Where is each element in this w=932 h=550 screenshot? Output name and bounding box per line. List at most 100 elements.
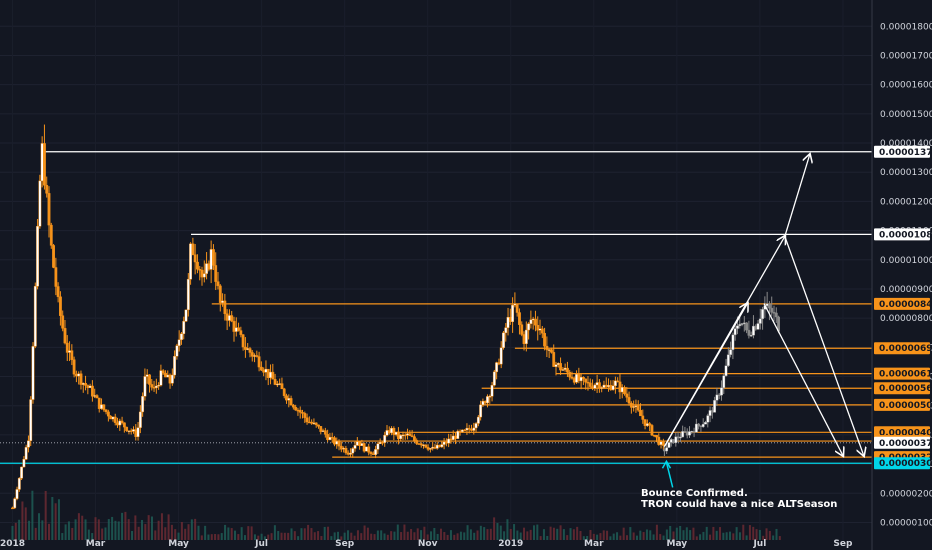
price-candle bbox=[406, 433, 409, 436]
volume-bar bbox=[313, 532, 316, 540]
price-candle bbox=[248, 348, 252, 353]
volume-bar bbox=[114, 520, 117, 540]
volume-bar bbox=[380, 530, 383, 540]
price-candle bbox=[275, 383, 279, 386]
volume-bar bbox=[147, 515, 150, 540]
price-candle bbox=[376, 443, 380, 450]
volume-bar bbox=[652, 534, 655, 540]
price-candle bbox=[657, 436, 661, 445]
price-candle bbox=[221, 300, 224, 303]
volume-bar bbox=[649, 530, 652, 540]
price-candle bbox=[232, 320, 236, 332]
price-candle bbox=[502, 332, 505, 348]
annotation-line-1: Bounce Confirmed. bbox=[641, 488, 748, 499]
time-tick-label: Sep bbox=[833, 539, 853, 549]
price-candle bbox=[422, 444, 425, 446]
price-tick-label: 0.00001500 bbox=[880, 110, 932, 120]
price-candle bbox=[655, 434, 658, 438]
price-candle bbox=[175, 345, 179, 357]
price-candle bbox=[90, 385, 94, 397]
volume-bar bbox=[234, 530, 237, 540]
price-candle bbox=[374, 449, 377, 455]
price-candle bbox=[65, 342, 69, 353]
volume-bar bbox=[430, 531, 433, 540]
volume-bar bbox=[134, 515, 137, 540]
price-tick-label: 0.00001000 bbox=[880, 256, 932, 266]
volume-bar bbox=[250, 526, 253, 540]
volume-bar bbox=[333, 532, 336, 540]
time-tick-label: 2019 bbox=[498, 539, 523, 549]
projection-candle bbox=[724, 365, 728, 376]
volume-bar bbox=[519, 532, 522, 540]
price-candle bbox=[298, 409, 302, 413]
price-candle bbox=[312, 422, 316, 425]
volume-bar bbox=[54, 503, 57, 540]
projection-candle bbox=[692, 431, 696, 433]
volume-bar bbox=[669, 525, 672, 540]
price-candle bbox=[588, 382, 592, 387]
level-tag-box bbox=[874, 398, 930, 411]
volume-bar bbox=[287, 532, 290, 540]
bounce-arrow bbox=[665, 462, 674, 488]
price-candle bbox=[239, 330, 243, 335]
volume-bar bbox=[420, 530, 423, 540]
price-candle bbox=[401, 434, 405, 437]
price-candle bbox=[474, 423, 478, 429]
price-candle bbox=[392, 428, 396, 435]
volume-bar bbox=[337, 531, 340, 540]
price-candle bbox=[305, 417, 309, 423]
volume-bar bbox=[772, 535, 775, 540]
volume-bar bbox=[81, 515, 84, 540]
price-candle bbox=[387, 430, 391, 434]
projection-candle bbox=[667, 442, 671, 448]
volume-bar bbox=[273, 525, 276, 540]
price-candle bbox=[184, 309, 188, 322]
price-candle bbox=[358, 441, 361, 446]
arrow-up-3 bbox=[784, 155, 810, 237]
volume-bar bbox=[516, 530, 519, 540]
price-candle bbox=[618, 381, 622, 393]
price-candle bbox=[106, 411, 110, 417]
volume-bar bbox=[606, 530, 609, 540]
volume-bar bbox=[463, 532, 466, 540]
price-candle bbox=[59, 296, 62, 316]
price-candle bbox=[11, 507, 14, 510]
level-tag-label: 0.00000503 bbox=[879, 401, 932, 411]
projection-candle bbox=[726, 354, 730, 366]
price-candle bbox=[182, 321, 186, 334]
price-candle bbox=[447, 438, 451, 444]
volume-bar bbox=[117, 521, 120, 540]
volume-bar bbox=[456, 533, 459, 540]
volume-bar bbox=[283, 532, 286, 540]
volume-bar bbox=[154, 530, 157, 540]
projection-candle bbox=[674, 436, 678, 444]
price-candle bbox=[33, 286, 37, 347]
volume-bar bbox=[489, 528, 492, 540]
price-candle bbox=[43, 143, 46, 186]
price-candle bbox=[337, 441, 341, 447]
price-candle bbox=[259, 366, 263, 371]
projection-candle bbox=[749, 335, 753, 337]
volume-bar bbox=[473, 532, 476, 540]
volume-bar bbox=[596, 534, 599, 540]
price-candle bbox=[152, 387, 156, 389]
price-candle bbox=[659, 441, 663, 445]
volume-bar bbox=[18, 519, 21, 540]
volume-bar bbox=[317, 531, 320, 540]
volume-bar bbox=[426, 534, 429, 540]
volume-bar bbox=[582, 536, 585, 540]
time-axis[interactable]: 2018 Mar May Jul Sep Nov 2019 Mar May Jul Sep bbox=[0, 539, 853, 549]
price-candle bbox=[218, 285, 222, 303]
current-price-label: 0.00000373 bbox=[879, 439, 932, 449]
volume-bar bbox=[446, 534, 449, 540]
time-tick-label: Mar bbox=[584, 539, 604, 549]
volume-bar bbox=[243, 535, 246, 540]
price-candle bbox=[504, 327, 508, 334]
price-candle bbox=[661, 441, 665, 446]
volume-bar bbox=[74, 519, 77, 540]
volume-bar bbox=[459, 531, 462, 540]
price-candle bbox=[148, 374, 151, 385]
